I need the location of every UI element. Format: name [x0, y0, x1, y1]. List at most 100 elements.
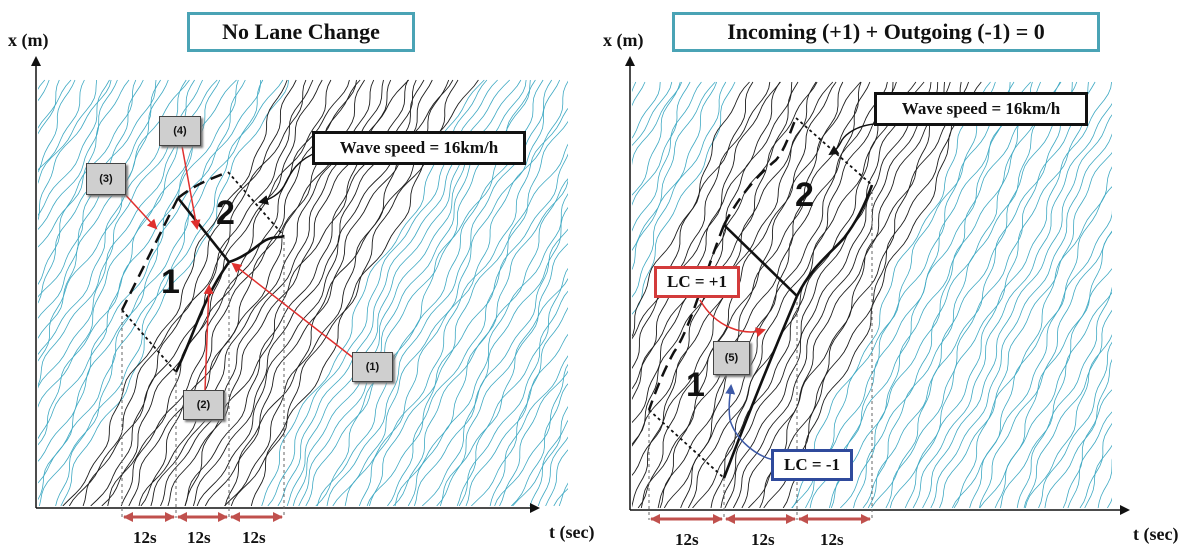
vehicle-trajectory [414, 206, 568, 506]
vehicle-trajectory [394, 178, 568, 506]
vehicle-trajectory [1038, 341, 1112, 508]
vehicle-trajectory [657, 81, 861, 508]
right-wave-speed-box: Wave speed = 16km/h [874, 92, 1088, 126]
vehicle-trajectory [60, 79, 290, 506]
vehicle-trajectory [344, 80, 568, 506]
vehicle-trajectory [632, 81, 716, 251]
vehicle-trajectory [710, 81, 917, 508]
vehicle-trajectory [369, 120, 568, 506]
vehicle-trajectory [436, 243, 568, 506]
vehicle-trajectory [912, 102, 1112, 508]
vehicle-trajectory [38, 79, 190, 362]
lc-outgoing-arrow [725, 384, 775, 461]
left-pointer-arrows [120, 145, 357, 391]
right-region-1-boundary [647, 224, 799, 479]
left-region-1-boundary [120, 197, 231, 373]
vehicle-trajectory [741, 81, 945, 508]
right-duration-1: 12s [675, 530, 699, 549]
vehicle-trajectory [969, 209, 1112, 508]
vehicle-trajectory [1044, 358, 1112, 508]
vehicle-trajectory [489, 355, 568, 506]
vehicle-trajectory [465, 307, 568, 506]
right-trajectory-field [632, 81, 1193, 508]
vehicle-trajectory [692, 81, 897, 508]
vehicle-trajectory [366, 143, 568, 506]
vehicle-trajectory [1132, 82, 1193, 508]
lc-outgoing-label: LC = -1 [771, 449, 853, 481]
vehicle-trajectory [791, 81, 996, 508]
vehicle-trajectory [732, 81, 939, 508]
left-region-2-boundary [177, 170, 285, 264]
lc-incoming-label: LC = +1 [654, 266, 740, 298]
vehicle-trajectory [979, 231, 1112, 508]
vehicle-trajectory [128, 79, 357, 506]
vehicle-trajectory [1024, 334, 1112, 508]
vehicle-trajectory [885, 81, 1089, 508]
vehicle-trajectory [632, 81, 727, 298]
vehicle-trajectory [994, 268, 1112, 508]
vehicle-trajectory [38, 79, 112, 221]
vehicle-trajectory [332, 79, 561, 506]
vehicle-trajectory [809, 81, 1015, 508]
left-duration-1: 12s [133, 528, 157, 547]
left-tag-1: (1) [352, 352, 393, 382]
vehicle-trajectory [387, 153, 568, 506]
vehicle-trajectory [829, 81, 1031, 508]
vehicle-trajectory [38, 79, 169, 339]
vehicle-trajectory [38, 79, 161, 319]
vehicle-trajectory [862, 81, 1062, 508]
left-tag-2: (2) [183, 390, 224, 420]
vehicle-trajectory [55, 79, 284, 506]
vehicle-trajectory [68, 79, 297, 506]
vehicle-trajectory [38, 79, 237, 440]
vehicle-trajectory [1023, 309, 1112, 508]
vehicle-trajectory [511, 383, 568, 506]
vehicle-trajectory [763, 81, 970, 508]
vehicle-trajectory [720, 81, 925, 508]
vehicle-trajectory [1117, 82, 1193, 508]
vehicle-trajectory [840, 81, 1041, 508]
vehicle-trajectory [1107, 497, 1112, 508]
left-x-axis-label: t (sec) [549, 522, 595, 542]
vehicle-trajectory [1097, 458, 1112, 508]
vehicle-trajectory [38, 79, 187, 356]
vehicle-trajectory [1084, 444, 1112, 508]
vehicle-trajectory [632, 81, 718, 271]
vehicle-trajectory [805, 81, 1011, 508]
vehicle-trajectory [38, 79, 110, 216]
vehicle-trajectory [38, 79, 137, 285]
vehicle-trajectory [853, 81, 1061, 508]
vehicle-trajectory [62, 79, 288, 506]
left-tag-3: (3) [86, 163, 126, 195]
vehicle-trajectory [1079, 422, 1112, 508]
right-y-axis-label: x (m) [603, 30, 644, 50]
vehicle-trajectory [632, 81, 683, 166]
vehicle-trajectory [499, 370, 568, 506]
right-duration-3: 12s [820, 530, 844, 549]
lc-incoming-arrow [699, 299, 766, 338]
vehicle-trajectory [38, 79, 203, 389]
vehicle-trajectory [930, 133, 1112, 508]
vehicle-trajectory [759, 81, 962, 508]
vehicle-trajectory [38, 80, 39, 81]
vehicle-trajectory [458, 290, 568, 506]
vehicle-trajectory [38, 79, 221, 446]
right-region-1-label: 1 [686, 366, 705, 404]
right-region-2-label: 2 [795, 176, 814, 214]
vehicle-trajectory [904, 81, 1112, 508]
vehicle-trajectory [632, 81, 736, 315]
vehicle-trajectory [456, 267, 568, 506]
vehicle-trajectory [407, 193, 568, 506]
vehicle-trajectory [687, 81, 894, 508]
left-y-axis-label: x (m) [8, 30, 49, 50]
vehicle-trajectory [632, 81, 750, 338]
vehicle-trajectory [529, 419, 568, 506]
vehicle-trajectory [39, 79, 264, 506]
vehicle-trajectory [782, 81, 982, 508]
vehicle-trajectory [358, 107, 568, 506]
vehicle-trajectory [1016, 286, 1112, 508]
right-title: Incoming (+1) + Outgoing (-1) = 0 [672, 12, 1100, 52]
vehicle-trajectory [979, 230, 1112, 508]
vehicle-trajectory [120, 79, 350, 506]
